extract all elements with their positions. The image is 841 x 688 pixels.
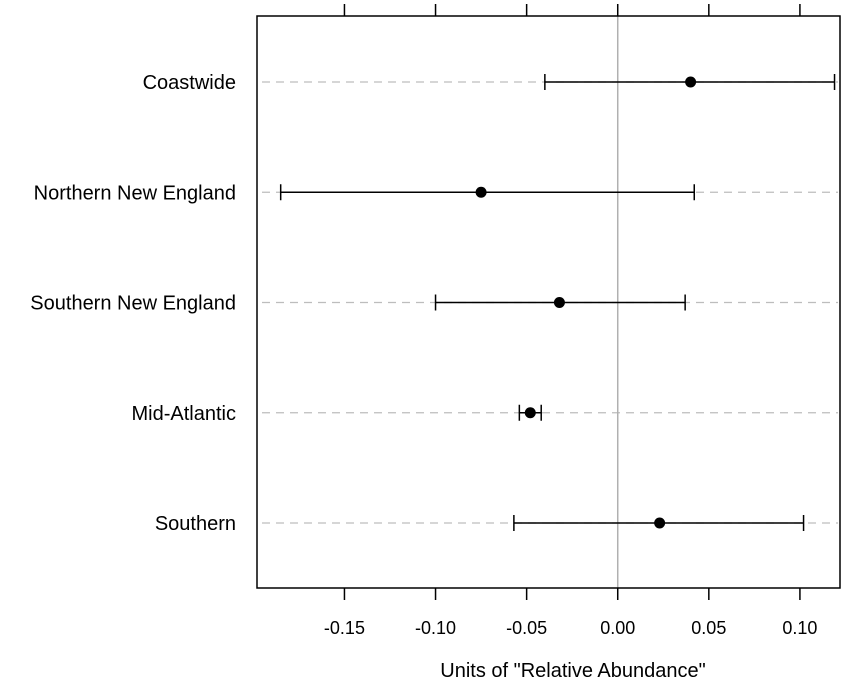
point-estimate xyxy=(475,186,487,198)
point-estimate xyxy=(553,297,565,308)
x-tick-label: -0.10 xyxy=(415,618,456,638)
top-axis-ticks xyxy=(343,4,801,16)
bottom-axis-ticks: -0.15 -0.10 -0.05 0.00 0.05 0.10 xyxy=(324,588,817,638)
x-tick-label: -0.05 xyxy=(506,618,547,638)
point-estimate xyxy=(654,517,666,529)
point-estimate xyxy=(524,407,536,419)
category-labels: Coastwide Northern New England Southern Ne… xyxy=(30,72,236,535)
category-label: Southern xyxy=(155,513,236,535)
category-label: Coastwide xyxy=(143,72,236,94)
x-tick-label: -0.15 xyxy=(324,618,365,638)
x-tick-label: 0.10 xyxy=(782,618,817,638)
category-label: Southern New England xyxy=(30,293,236,315)
x-axis-title: Units of "Relative Abundance" xyxy=(440,660,705,682)
point-estimates xyxy=(475,76,697,529)
point-estimate xyxy=(685,76,697,88)
category-label: Mid-Atlantic xyxy=(132,403,236,425)
category-label: Northern New England xyxy=(34,182,236,204)
x-tick-label: 0.05 xyxy=(691,618,726,638)
x-tick-label: 0.00 xyxy=(600,618,635,638)
plot-frame xyxy=(256,15,841,589)
